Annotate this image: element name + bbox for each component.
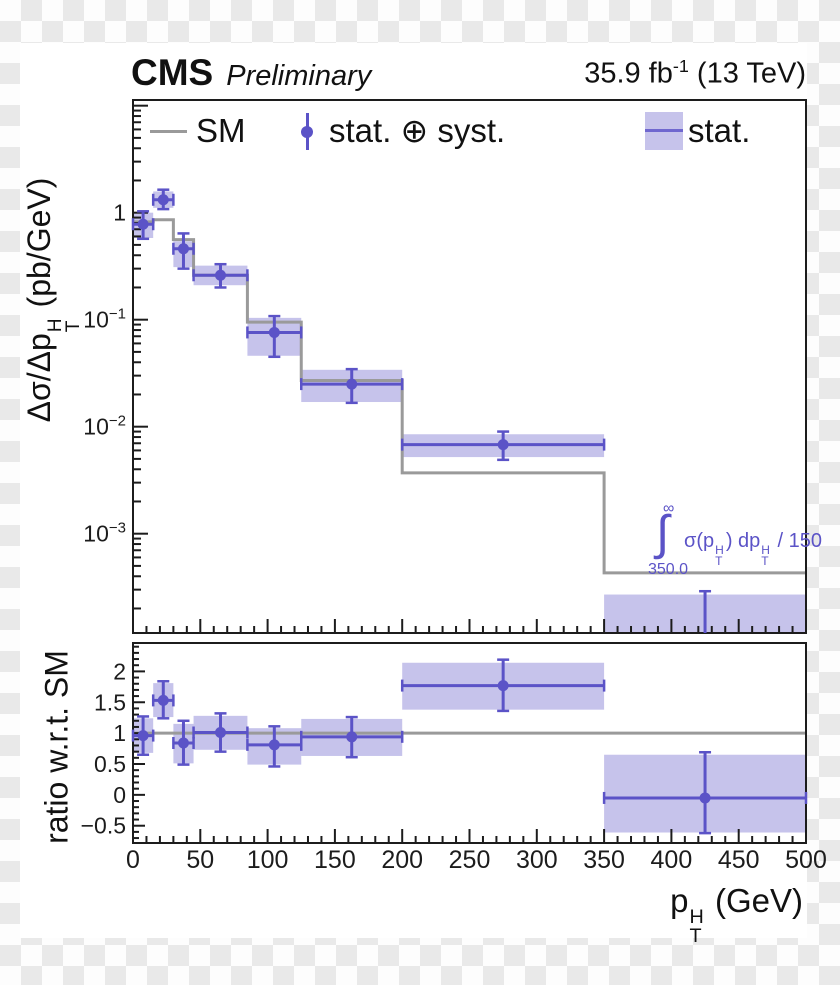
svg-text:−0.5: −0.5 [81,813,126,839]
plot-canvas [20,43,807,938]
header: CMS Preliminary [131,52,371,94]
status-label: Preliminary [226,60,372,92]
integral-expression: σ(p H T) dp H T / 150 [684,530,822,567]
expr-dp: ) dp [725,530,761,552]
svg-text:10−3: 10−3 [83,520,126,547]
integral-upper-limit: ∞ [663,500,675,517]
expr-sigma: σ(p [684,530,715,552]
sub-t: T [62,320,84,333]
stat-band-swatch-icon [645,112,683,150]
sm-line-swatch-icon [150,130,187,133]
lumi-label: 35.9 fb-1 (13 TeV) [584,56,806,91]
legend-label-stat-syst: stat. ⊕ syst. [329,112,506,149]
svg-text:1: 1 [113,200,126,226]
point-errorbar-swatch-icon [301,113,313,150]
svg-text:0.5: 0.5 [94,751,126,777]
axes-frames-ticks [132,99,807,844]
integral-lower-limit: 350.0 [648,561,689,578]
sup-h: H [715,542,724,557]
experiment-label: CMS [131,52,214,93]
svg-text:200: 200 [381,846,423,874]
sm-prediction [133,218,806,735]
sup-h: H [761,542,770,557]
tick-labels: 110−110−210−321.510.50−0.50 50 100 150 200 25… [81,200,827,874]
svg-text:1: 1 [113,720,126,746]
svg-text:400: 400 [651,846,693,874]
expr-div: / 150 [771,530,823,552]
ratio-y-axis-title: ratio w.r.t. SM [38,650,75,844]
svg-text:250: 250 [449,846,491,874]
svg-text:0: 0 [113,782,126,808]
lumi-energy: (13 TeV) [688,57,806,90]
svg-text:10−2: 10−2 [83,413,126,440]
svg-text:450: 450 [718,846,760,874]
sup-h: H [689,905,704,928]
main-y-title-units: (pb/GeV) [20,177,57,317]
svg-text:2: 2 [113,658,126,684]
main-y-axis-title: Δσ/Δp H T (pb/GeV) [20,177,84,423]
legend-label-sm: SM [196,112,246,149]
stat-bands [133,191,806,833]
svg-text:500: 500 [785,846,827,874]
svg-text:300: 300 [516,846,558,874]
svg-text:150: 150 [314,846,356,874]
x-title-units: (GeV) [705,882,803,919]
sub-t: T [689,924,702,947]
data-points [131,188,808,835]
sub-t: T [761,553,769,568]
integral-sign: ∫ [656,507,670,560]
lumi-exponent: -1 [672,56,689,76]
sub-t: T [715,553,723,568]
main-y-title-text: Δσ/Δp [20,333,57,423]
x-title-p: p [670,882,689,919]
lumi-value: 35.9 fb [584,57,673,90]
svg-text:0: 0 [126,846,140,874]
svg-text:10−1: 10−1 [83,306,126,333]
svg-text:350: 350 [583,846,625,874]
svg-text:50: 50 [186,846,214,874]
legend-label-stat: stat. [688,112,751,149]
svg-text:1.5: 1.5 [94,689,126,715]
svg-text:100: 100 [247,846,289,874]
